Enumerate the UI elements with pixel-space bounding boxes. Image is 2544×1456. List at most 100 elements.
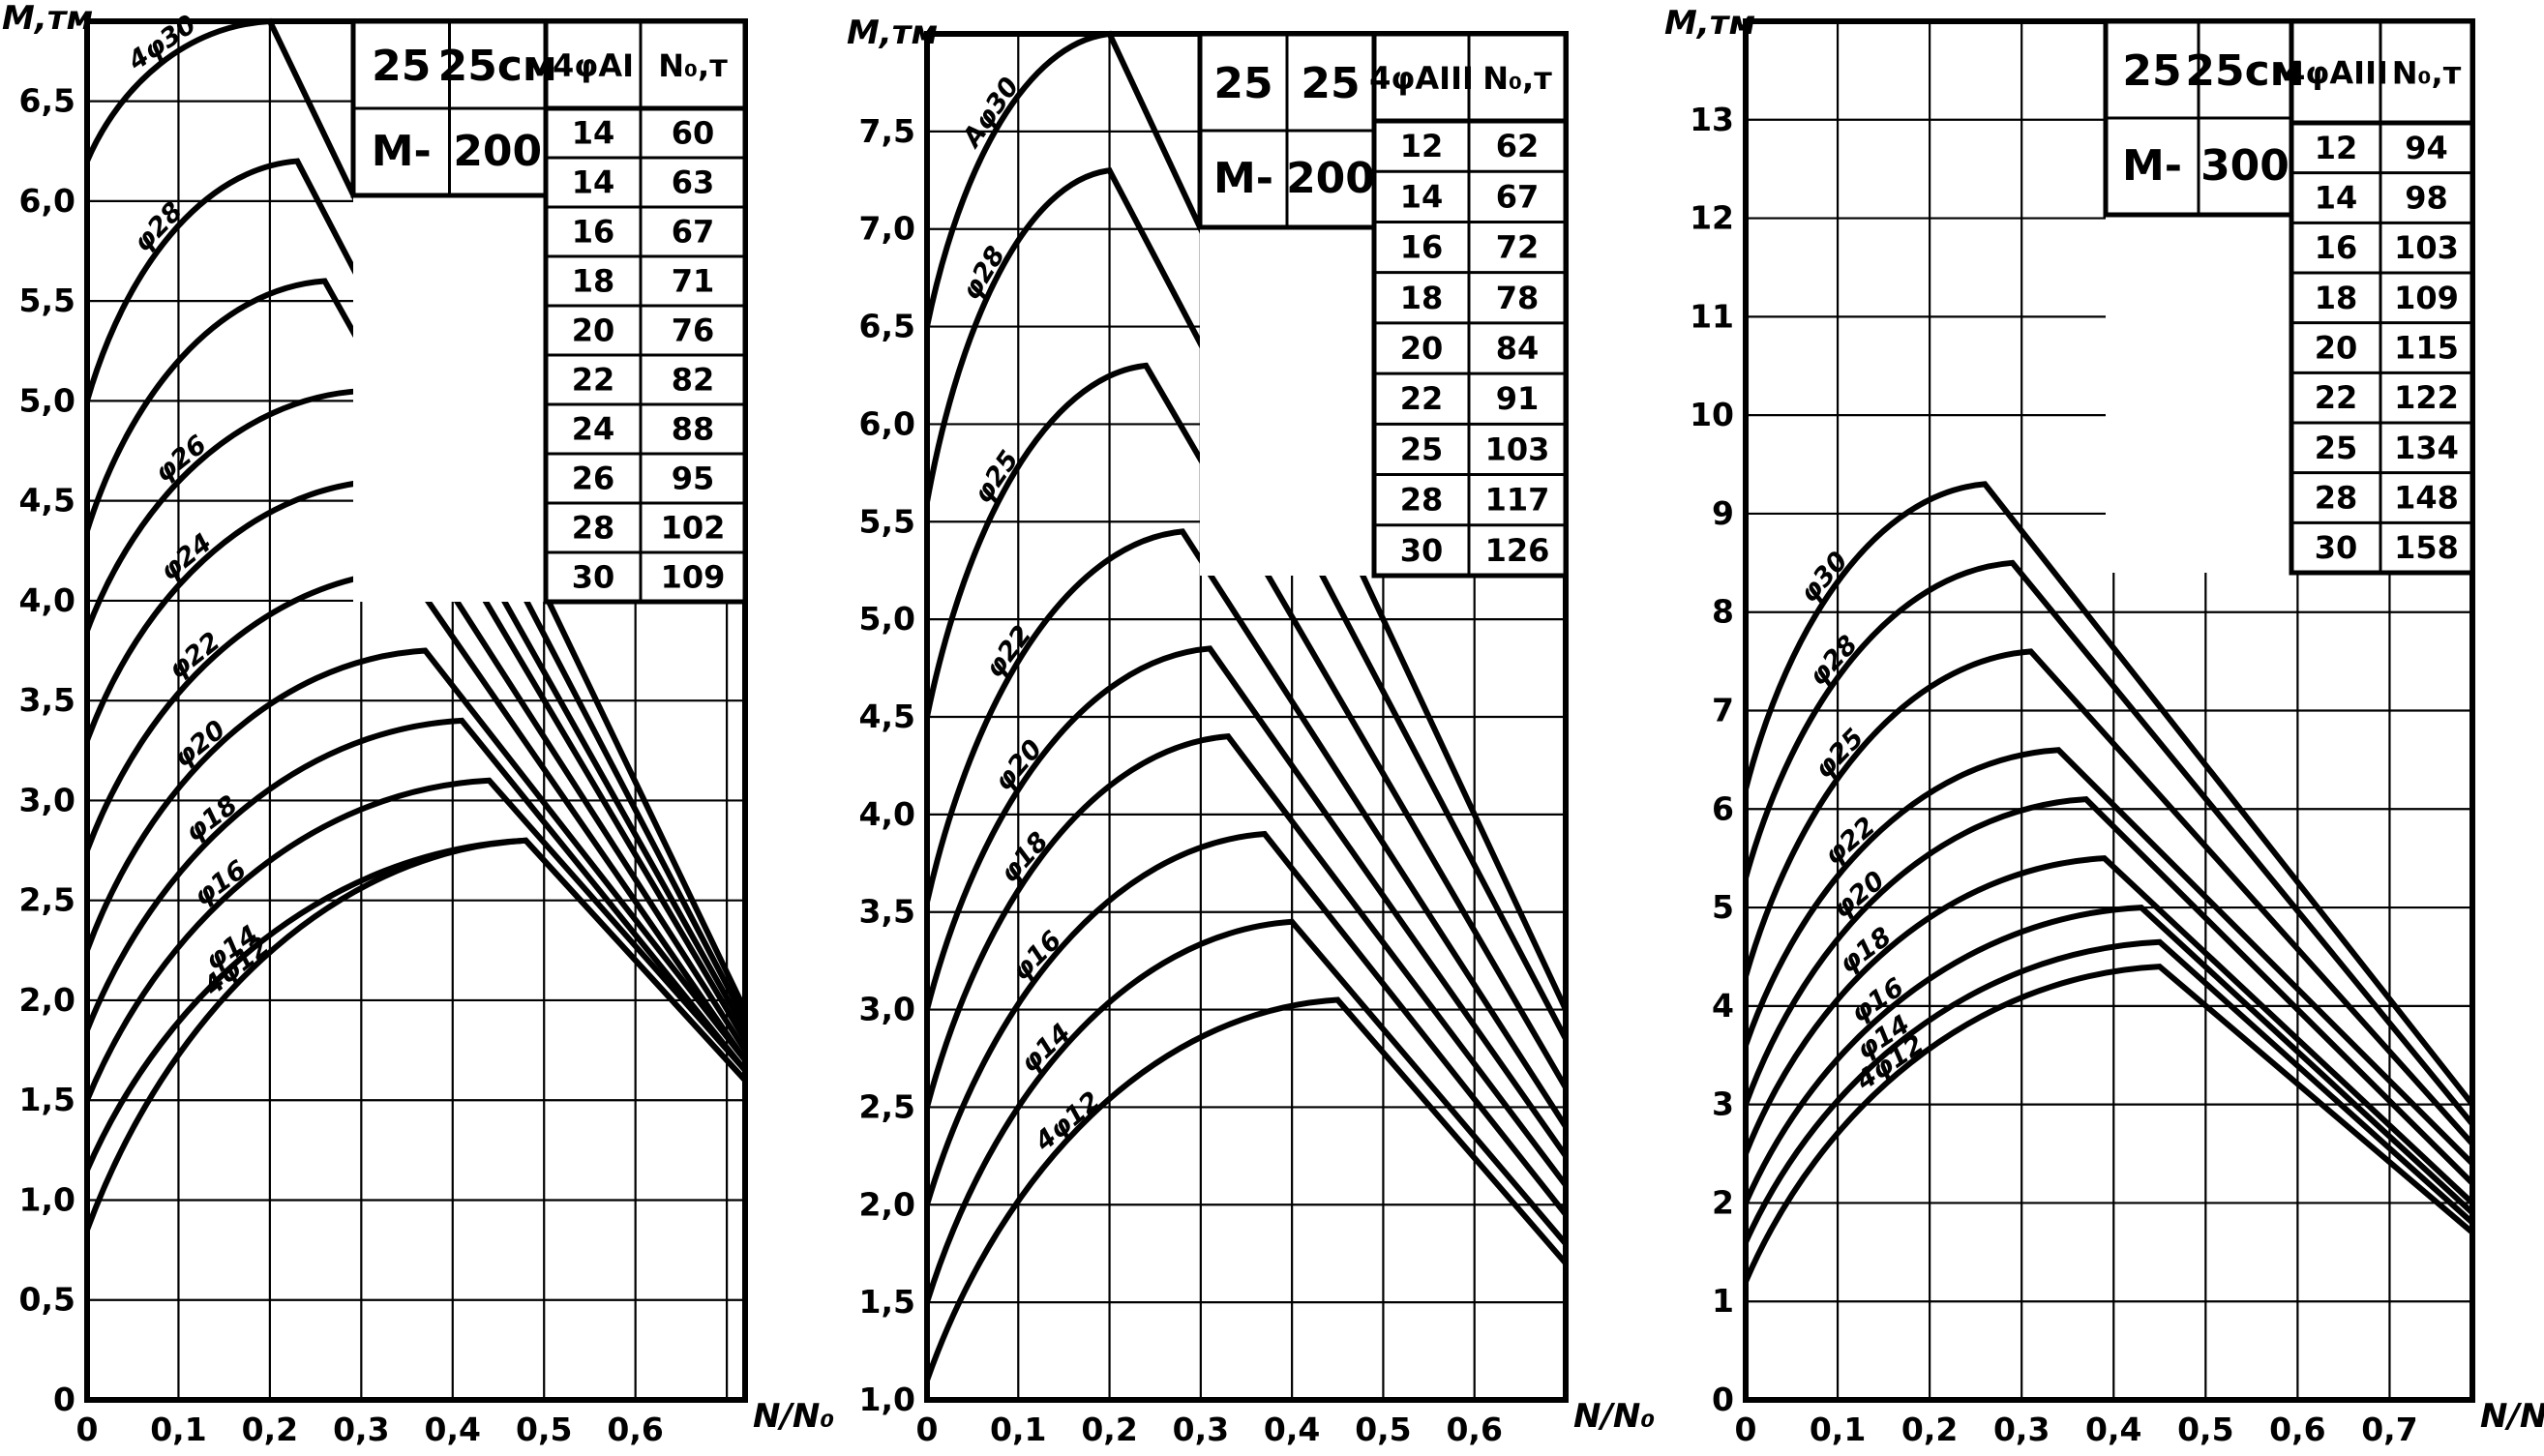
series-line: [1743, 648, 2475, 1146]
y-tick-label: 4,0: [19, 581, 75, 619]
table-cell: 20: [1400, 330, 1444, 367]
x-tick-label: 0,1: [150, 1411, 206, 1448]
series-line: [924, 830, 1569, 1217]
table-grade-text: М-: [2122, 141, 2182, 191]
y-tick-label: 5,0: [859, 600, 915, 638]
x-tick-label: 0,1: [990, 1411, 1046, 1448]
table-header: N₀,т: [1482, 60, 1552, 97]
table-header: N₀,т: [2392, 55, 2462, 92]
x-tick-label: 0,2: [1901, 1411, 1958, 1448]
y-tick-label: 1,0: [859, 1381, 915, 1418]
table-cell: 25: [1400, 431, 1444, 467]
table-cell: 109: [2394, 280, 2459, 316]
y-tick-label: 5,5: [859, 502, 915, 540]
series-line: [924, 30, 1569, 1011]
series-line: [924, 996, 1569, 1382]
y-axis-label: M,тм: [847, 14, 938, 52]
table-header: 4φAI: [553, 47, 634, 84]
table-grade-text: М-: [1213, 154, 1273, 203]
series-line: [1743, 796, 2475, 1186]
series-line: [1743, 559, 2475, 1126]
x-tick-label: 0,7: [2361, 1411, 2417, 1448]
series-line: [84, 777, 748, 1102]
series-group: [1743, 481, 2475, 1284]
table-size-text: 25: [1301, 59, 1360, 108]
table-cell: 62: [1496, 128, 1540, 164]
y-tick-label: 6,5: [19, 82, 75, 120]
data-table: 25 25 М- 200 4φAIII N₀,т 12 62 14 67 16 72 18 78 20 84 2…: [1197, 31, 1569, 579]
table-cell: 134: [2394, 430, 2459, 466]
table-cell: 84: [1496, 330, 1540, 367]
table-cell: 30: [1400, 532, 1444, 569]
table-cell: 158: [2394, 529, 2459, 566]
table-cell: 22: [1400, 380, 1444, 417]
y-tick-label: 8: [1712, 593, 1734, 631]
table-size-text: 25: [2122, 46, 2181, 96]
table-header: 4φAIII: [2284, 55, 2388, 92]
x-axis-label: N/N₀: [1573, 1397, 1655, 1436]
series-line: [1743, 938, 2475, 1244]
table-cell: 18: [572, 263, 615, 300]
table-cell: 72: [1496, 229, 1540, 266]
x-tick-label: 0,4: [1264, 1411, 1320, 1448]
table-cell: 14: [1400, 178, 1444, 215]
x-tick-label: 0,2: [1081, 1411, 1137, 1448]
series-line: [924, 733, 1569, 1187]
series-line: [1743, 905, 2475, 1215]
y-tick-label: 4,5: [859, 698, 915, 735]
y-tick-label: 4,5: [19, 482, 75, 520]
y-tick-label: 3,5: [19, 681, 75, 719]
x-tick-label: 0,1: [1810, 1411, 1866, 1448]
y-tick-label: 3,0: [859, 991, 915, 1028]
series-line: [1743, 964, 2474, 1284]
series-line: [84, 647, 748, 1062]
y-tick-label: 1,5: [859, 1283, 915, 1321]
series-line: [924, 918, 1569, 1304]
y-axis-label: M,тм: [2, 0, 93, 38]
y-axis-label: M,тм: [1664, 4, 1755, 43]
y-tick-label: 11: [1690, 297, 1734, 335]
y-tick-label: 7,0: [859, 210, 915, 248]
table-cell: 103: [1485, 431, 1550, 467]
y-tick-label: 5: [1712, 888, 1734, 926]
y-tick-label: 2,5: [19, 881, 75, 919]
series-line: [84, 158, 748, 1022]
table-cell: 14: [572, 115, 615, 152]
y-tick-label: 6,5: [859, 308, 915, 345]
table-cell: 126: [1485, 532, 1550, 569]
table-cell: 26: [572, 461, 615, 497]
x-tick-labels: 0 0,1 0,2 0,3 0,4 0,5 0,6: [76, 1411, 664, 1448]
y-tick-labels: 0 0,5 1,0 1,5 2,0 2,5 3,0 3,5 4,0 4,5 5,0 5,5 6,0 6,5: [19, 82, 75, 1418]
table-values-block: [543, 18, 748, 605]
table-cell: 88: [672, 411, 715, 448]
table-cell: 16: [2315, 229, 2358, 266]
table-cell: 30: [2315, 529, 2358, 566]
x-tick-labels: 0 0,1 0,2 0,3 0,4 0,5 0,6 0,7: [1735, 1411, 2418, 1448]
series-line: [84, 477, 748, 1053]
series-label: φ25: [968, 445, 1025, 509]
table-cell: 148: [2394, 480, 2459, 517]
table-cell: 22: [2315, 379, 2358, 416]
x-tick-label: 0: [916, 1411, 939, 1448]
table-cell: 24: [572, 411, 615, 448]
table-cell: 12: [1400, 128, 1444, 164]
x-tick-label: 0,2: [242, 1411, 298, 1448]
table-size-text: 25: [372, 42, 431, 91]
table-cell: 67: [1496, 178, 1540, 215]
x-tick-label: 0,4: [425, 1411, 481, 1448]
table-cell: 117: [1485, 482, 1550, 519]
y-tick-label: 1,5: [19, 1081, 75, 1118]
series-label: φ30: [1794, 546, 1854, 609]
table-background: [1200, 34, 1566, 576]
series-line: [84, 717, 748, 1073]
y-tick-label: 2,0: [859, 1185, 915, 1223]
series-line: [1743, 747, 2475, 1166]
table-cell: 28: [1400, 482, 1444, 519]
y-tick-label: 12: [1690, 199, 1734, 237]
table-cell: 103: [2394, 229, 2459, 266]
